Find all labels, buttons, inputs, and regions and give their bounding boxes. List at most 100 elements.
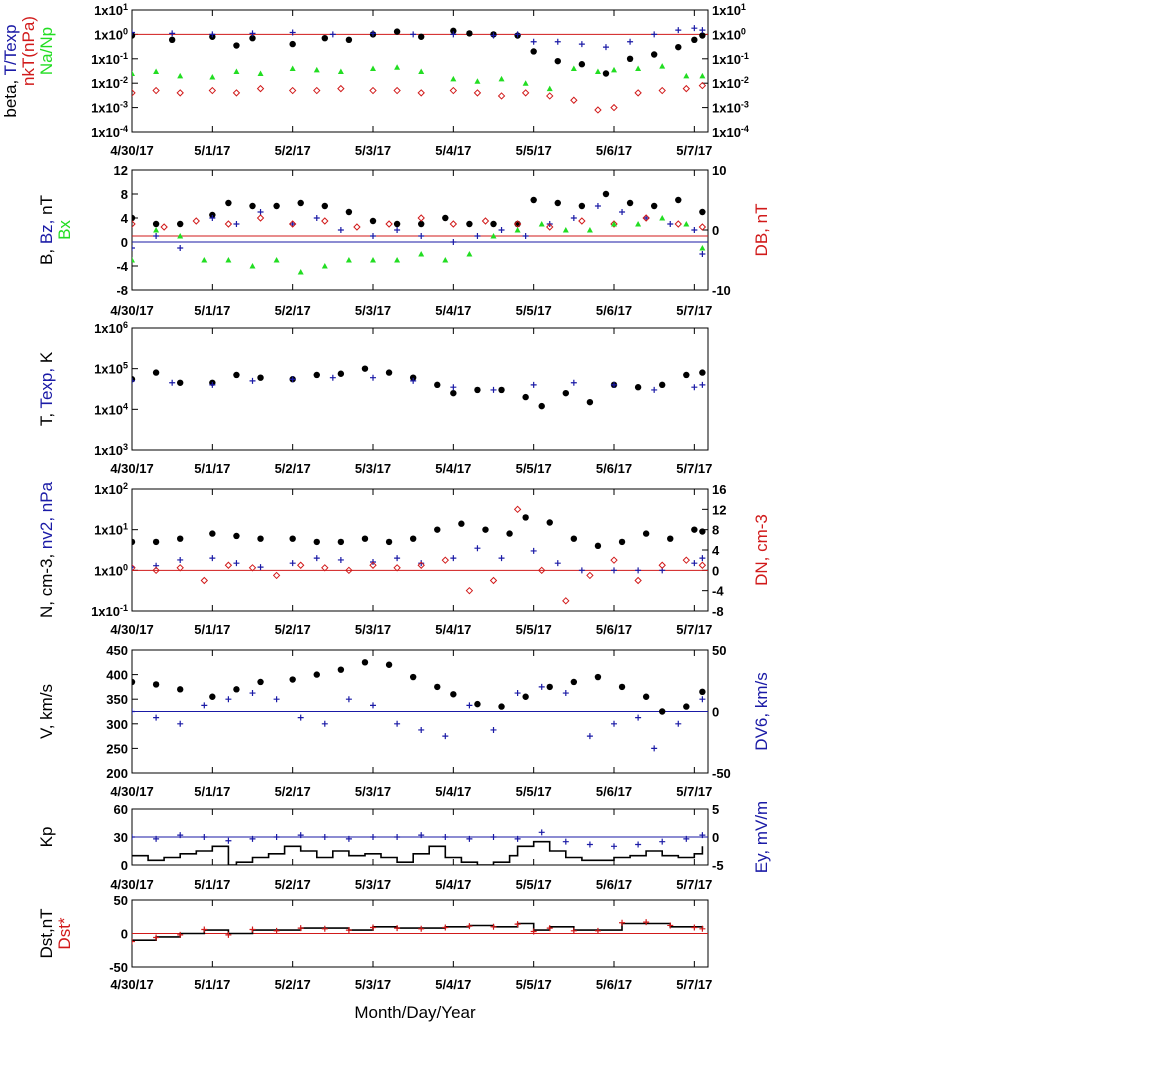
data-point: [466, 251, 473, 257]
data-point: [337, 68, 344, 75]
data-point: [418, 220, 425, 228]
x-tick-label: 5/4/17: [435, 461, 471, 476]
x-tick-label: 5/6/17: [596, 622, 632, 637]
x-axis: 4/30/17 5/1/17 5/2/17 5/3/17 5/4/17 5/5/17 5/6…: [110, 809, 712, 892]
data-point: [538, 221, 545, 227]
panel-dst: 4/30/17 5/1/17 5/2/17 5/3/17 5/4/17 5/5/17 5/6…: [37, 893, 712, 992]
data-point: [288, 220, 297, 228]
data-point: [513, 505, 522, 514]
data-point: [466, 220, 473, 228]
y-axis-left: 200 250 300 350 400 450: [106, 643, 138, 781]
data-point: [691, 227, 698, 233]
data-point: [177, 720, 184, 727]
x-tick-label: 5/5/17: [516, 784, 552, 799]
data-point: [273, 202, 280, 210]
data-point: [699, 688, 706, 696]
data-point: [698, 561, 707, 569]
series-group: [132, 25, 707, 114]
data-point: [225, 257, 232, 263]
data-point: [321, 564, 329, 572]
data-point: [321, 202, 329, 210]
series-line: [132, 840, 704, 865]
x-tick-label: 5/4/17: [435, 143, 471, 158]
data-point: [578, 567, 585, 574]
data-point: [361, 365, 369, 372]
data-point: [418, 832, 425, 839]
data-point: [273, 834, 280, 840]
data-point: [256, 214, 265, 222]
y-axis-right: -10 0 10: [702, 163, 731, 298]
y-tick-label: 1x101: [94, 522, 128, 538]
data-point: [370, 924, 377, 931]
data-point: [132, 220, 136, 228]
data-point: [345, 208, 353, 216]
y-tick-label: 350: [106, 692, 128, 707]
x-tick-label: 5/5/17: [516, 143, 552, 158]
data-point: [200, 576, 209, 585]
data-point: [409, 535, 417, 542]
y-tick-label-right: 50: [712, 643, 726, 658]
data-point: [522, 233, 529, 239]
y-tick-label-right: 1x10-4: [712, 124, 749, 140]
data-point: [385, 220, 393, 228]
data-point: [594, 106, 602, 114]
data-point: [394, 720, 401, 727]
data-point: [177, 233, 184, 239]
data-point: [699, 72, 706, 79]
x-tick-label: 5/3/17: [355, 303, 391, 318]
x-tick-label: 5/1/17: [194, 977, 230, 992]
data-point: [682, 556, 691, 564]
data-point: [466, 30, 473, 37]
data-point: [177, 220, 184, 228]
data-point: [658, 561, 666, 569]
data-point: [249, 34, 256, 42]
data-point: [418, 726, 425, 733]
data-point: [634, 384, 642, 391]
data-point: [691, 560, 698, 567]
data-point: [361, 659, 369, 666]
y-tick-label-right: 1x10-2: [712, 75, 749, 91]
data-point: [521, 89, 530, 97]
data-point: [132, 257, 135, 263]
y-axis-title: beta, T/Texp: [1, 24, 20, 117]
y-tick-label: 12: [114, 163, 128, 178]
data-point: [153, 714, 160, 721]
data-point: [611, 381, 618, 388]
data-point: [530, 547, 537, 554]
data-point: [634, 576, 642, 585]
data-point: [177, 379, 184, 386]
data-point: [289, 40, 296, 48]
y-tick-label: 1x10-4: [91, 124, 128, 140]
data-point: [209, 693, 216, 700]
data-point: [651, 31, 658, 38]
y-tick-label: 1x105: [94, 361, 128, 377]
data-point: [530, 928, 537, 935]
data-point: [225, 696, 232, 703]
y-tick-label: 1x102: [94, 481, 128, 497]
x-tick-label: 5/7/17: [676, 303, 712, 318]
data-point: [132, 89, 136, 97]
data-point: [674, 220, 682, 228]
y-tick-label-right: 5: [712, 802, 719, 817]
data-point: [675, 27, 682, 34]
panel-t: 4/30/17 5/1/17 5/2/17 5/3/17 5/4/17 5/5/17 5/6…: [37, 320, 712, 476]
data-point: [691, 526, 698, 533]
data-point: [602, 44, 609, 51]
data-point: [570, 927, 577, 934]
data-point: [611, 567, 618, 574]
y-tick-label-right: 16: [712, 482, 726, 497]
data-point: [225, 931, 232, 938]
data-point: [249, 690, 256, 697]
data-point: [514, 227, 521, 233]
data-point: [289, 535, 296, 542]
data-point: [225, 199, 232, 207]
data-point: [450, 31, 457, 38]
x-tick-label: 5/5/17: [516, 977, 552, 992]
data-point: [546, 92, 554, 100]
panel-v: 4/30/17 5/1/17 5/2/17 5/3/17 5/4/17 5/5/17 5/6…: [37, 643, 771, 799]
x-axis: 4/30/17 5/1/17 5/2/17 5/3/17 5/4/17 5/5/17 5/6…: [110, 170, 712, 318]
data-point: [450, 75, 457, 82]
data-point: [667, 535, 674, 542]
x-axis: 4/30/17 5/1/17 5/2/17 5/3/17 5/4/17 5/5/17 5/6…: [110, 328, 712, 476]
data-point: [321, 217, 329, 225]
